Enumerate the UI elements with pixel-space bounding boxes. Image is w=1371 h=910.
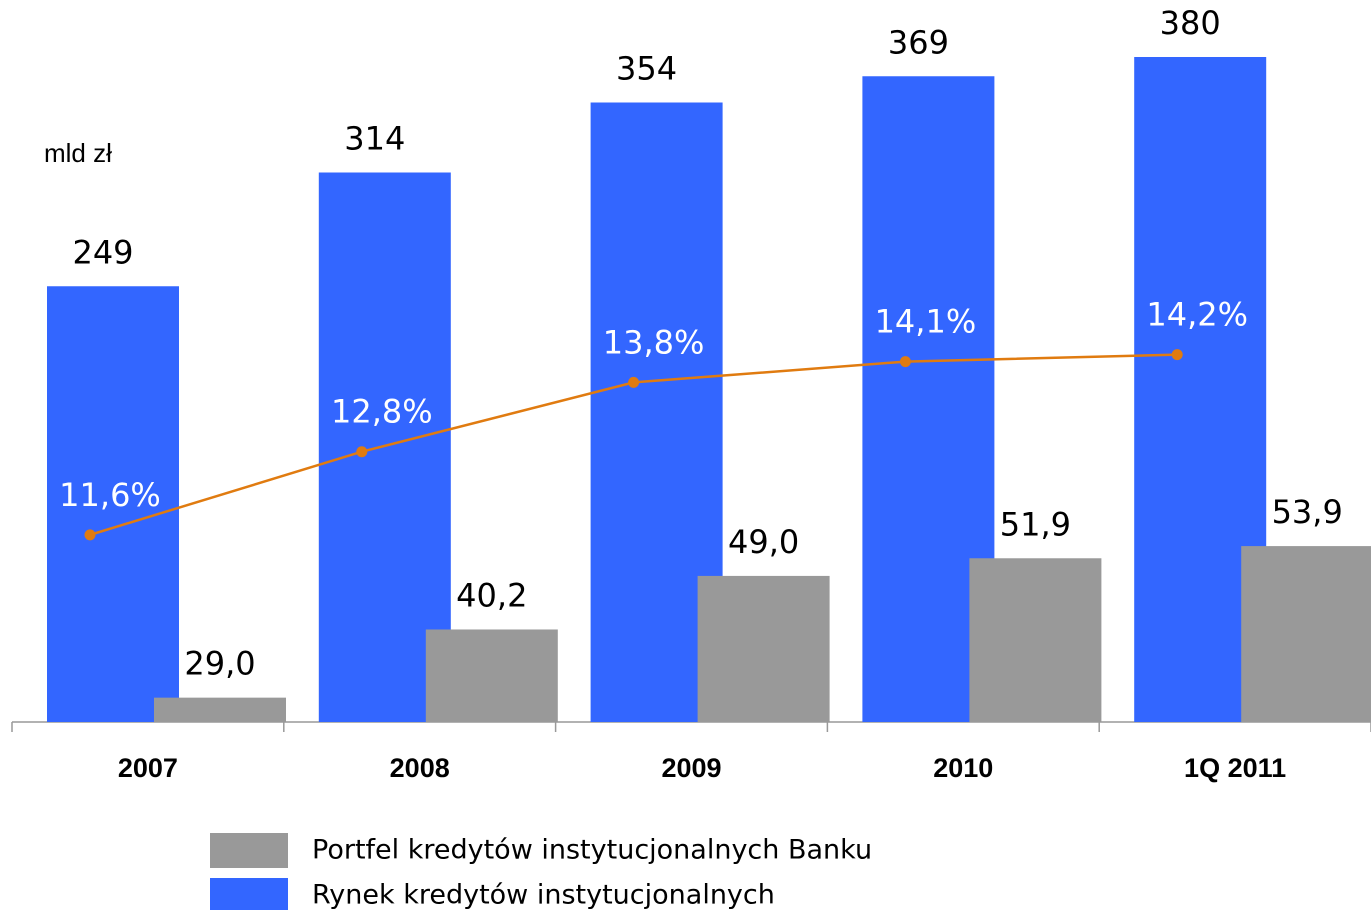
percent-label: 12,8% — [331, 393, 433, 431]
bar — [969, 558, 1102, 722]
value-label: 40,2 — [456, 576, 527, 614]
line-point — [84, 529, 96, 541]
percent-label: 11,6% — [59, 476, 161, 514]
value-label: 249 — [72, 233, 133, 271]
line-point — [899, 356, 911, 368]
percent-label: 14,1% — [875, 303, 977, 341]
bar — [154, 697, 286, 722]
x-tick-label: 2007 — [118, 753, 178, 783]
legend-swatch — [210, 833, 288, 868]
unit-note: mld zł — [44, 138, 112, 168]
value-label: 51,9 — [1000, 505, 1071, 543]
legend-swatch — [210, 878, 288, 910]
line-point — [356, 446, 368, 458]
legend-label: Rynek kredytów instytucjonalnych — [312, 880, 775, 910]
value-label: 354 — [616, 50, 677, 88]
line-point — [628, 376, 640, 388]
percent-label: 13,8% — [603, 323, 705, 361]
value-label: 53,9 — [1272, 493, 1343, 531]
value-label: 29,0 — [184, 645, 255, 683]
legend-label: Portfel kredytów instytucjonalnych Banku — [312, 835, 872, 866]
value-label: 380 — [1160, 4, 1221, 42]
value-label: 314 — [344, 120, 405, 158]
line-point — [1171, 349, 1183, 361]
x-tick-label: 2008 — [390, 753, 450, 783]
bar — [425, 629, 558, 722]
x-tick-label: 2010 — [933, 753, 993, 783]
value-label: 369 — [888, 23, 949, 61]
value-label: 49,0 — [728, 523, 799, 561]
bar — [1241, 546, 1371, 722]
percent-label: 14,2% — [1146, 296, 1248, 334]
bar — [697, 575, 830, 722]
x-tick-label: 1Q 2011 — [1184, 753, 1286, 783]
x-tick-label: 2009 — [661, 753, 721, 783]
bar — [47, 286, 179, 722]
